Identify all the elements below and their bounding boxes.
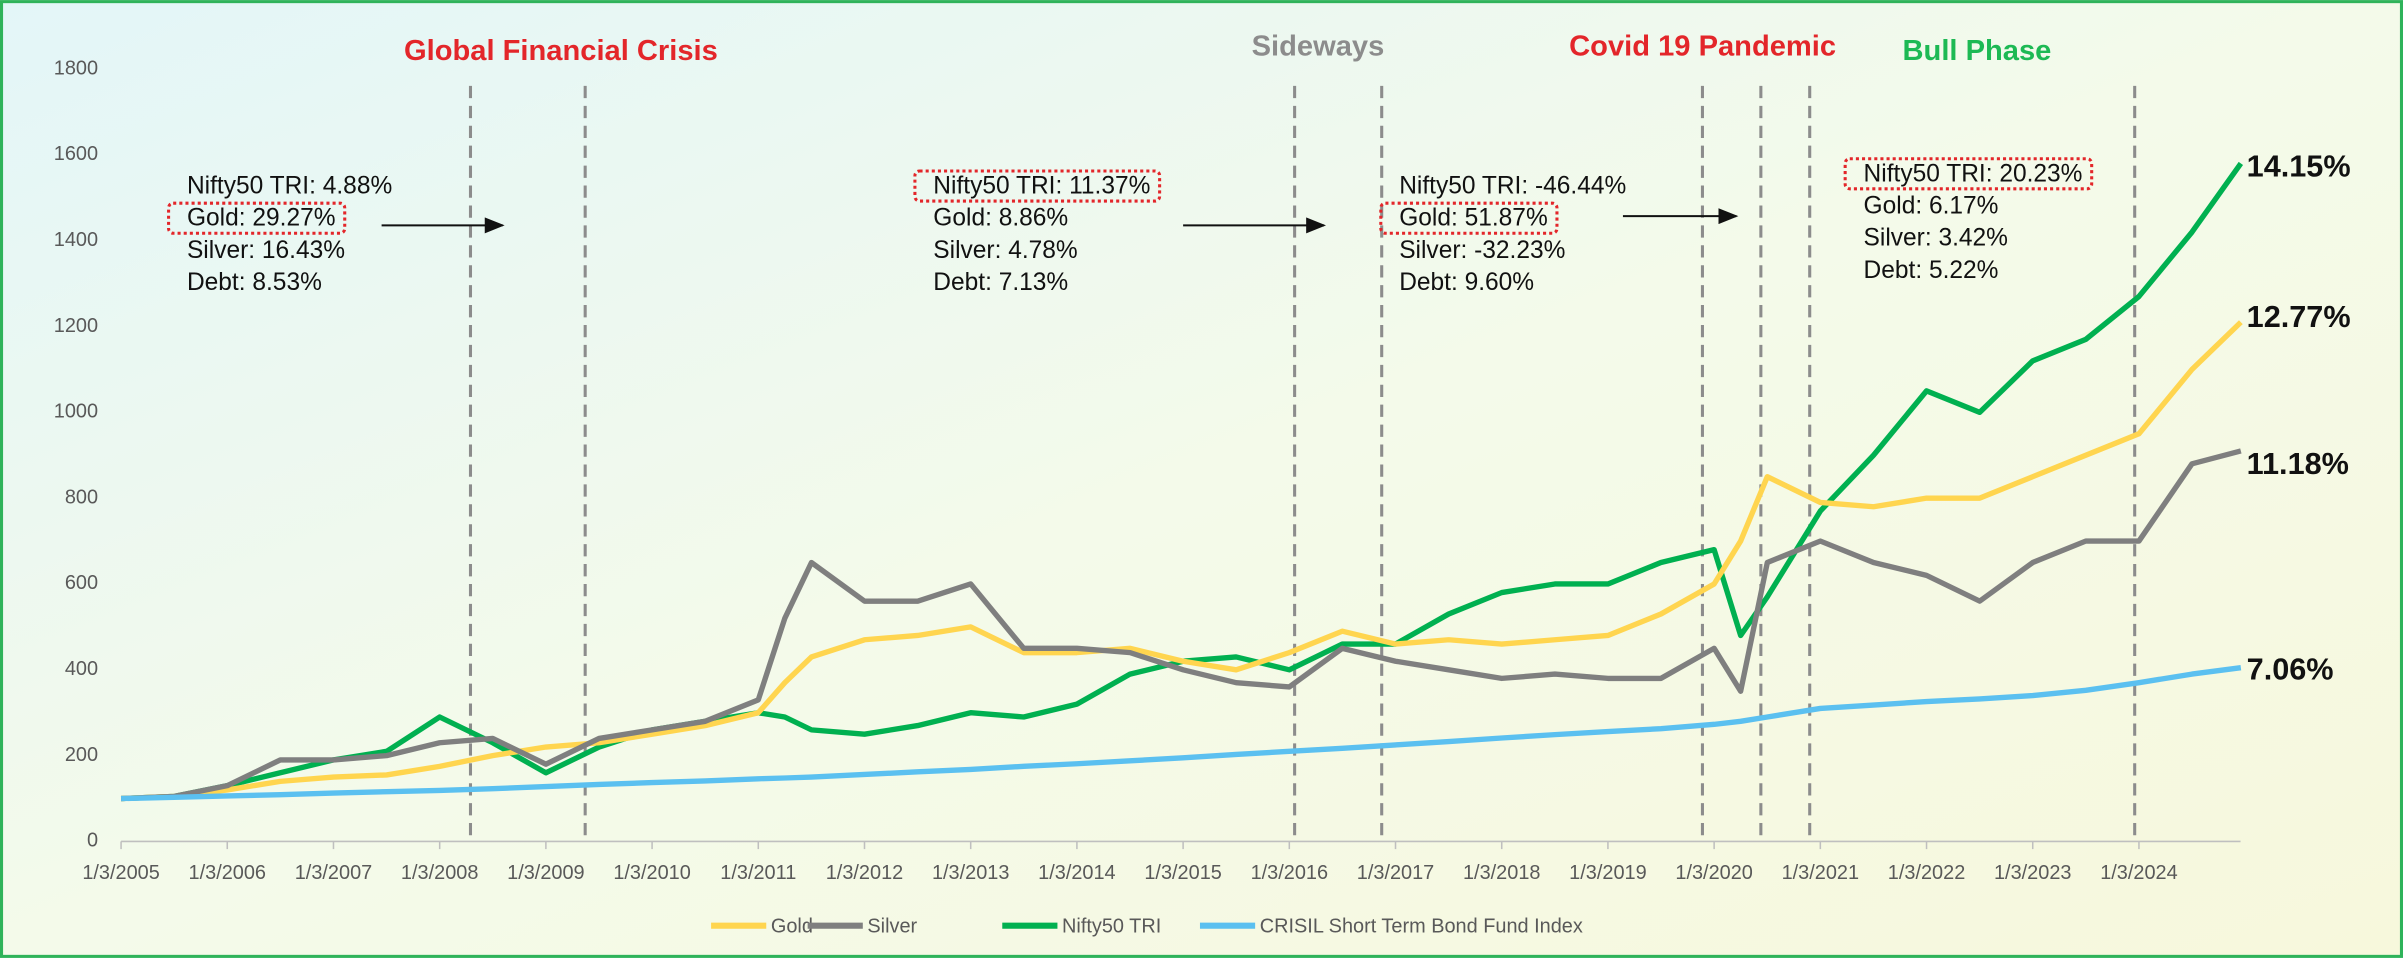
y-tick-label: 1600 — [54, 143, 98, 165]
series-line — [120, 448, 2242, 802]
x-tick-label: 1/3/2007 — [295, 862, 373, 884]
x-tick-label: 1/3/2008 — [401, 862, 479, 884]
phase-title: Covid 19 Pandemic — [1569, 30, 1836, 62]
highlight-box — [1843, 157, 2094, 191]
note-line: Gold: 51.87% — [1399, 205, 1548, 232]
end-label: 7.06% — [2247, 652, 2334, 686]
note-line: Gold: 8.86% — [933, 205, 1068, 232]
x-tick-label: 1/3/2011 — [720, 862, 796, 884]
note-line: Debt: 5.22% — [1864, 257, 1999, 284]
note-line: Silver: 3.42% — [1864, 225, 2008, 252]
y-tick-label: 200 — [65, 744, 98, 766]
note-line: Debt: 7.13% — [933, 269, 1068, 296]
note-line: Nifty50 TRI: 20.23% — [1864, 160, 2083, 187]
x-tick-label: 1/3/2012 — [826, 862, 904, 884]
x-tick-label: 1/3/2023 — [1994, 862, 2072, 884]
x-tick-label: 1/3/2013 — [932, 862, 1010, 884]
x-tick-label: 1/3/2006 — [189, 862, 267, 884]
x-tick-label: 1/3/2018 — [1463, 862, 1541, 884]
y-tick-label: 1000 — [54, 401, 98, 423]
series-line — [120, 320, 2243, 802]
phase-title: Sideways — [1252, 30, 1385, 62]
y-tick-label: 400 — [65, 658, 98, 680]
y-tick-label: 1200 — [54, 315, 98, 337]
y-tick-label: 1800 — [54, 57, 98, 79]
x-tick-label: 1/3/2020 — [1675, 862, 1752, 884]
x-tick-label: 1/3/2021 — [1782, 862, 1860, 884]
y-tick-label: 1400 — [54, 229, 98, 251]
legend-label: CRISIL Short Term Bond Fund Index — [1260, 916, 1583, 938]
x-tick-label: 1/3/2019 — [1569, 862, 1646, 884]
highlight-box — [1379, 201, 1559, 235]
x-tick-label: 1/3/2016 — [1251, 862, 1329, 884]
x-tick-label: 1/3/2015 — [1144, 862, 1222, 884]
y-tick-label: 0 — [87, 830, 98, 852]
note-line: Nifty50 TRI: -46.44% — [1399, 173, 1626, 200]
note-line: Nifty50 TRI: 11.37% — [933, 173, 1150, 200]
phase-title: Bull Phase — [1903, 35, 2052, 67]
x-tick-label: 1/3/2022 — [1888, 862, 1965, 884]
note-line: Silver: -32.23% — [1399, 237, 1565, 264]
x-tick-label: 1/3/2010 — [613, 862, 691, 884]
note-line: Nifty50 TRI: 4.88% — [187, 173, 392, 200]
x-tick-label: 1/3/2024 — [2100, 862, 2178, 884]
x-tick-label: 1/3/2014 — [1038, 862, 1116, 884]
note-line: Gold: 29.27% — [187, 205, 336, 232]
highlight-box — [913, 169, 1162, 203]
legend-label: Nifty50 TRI — [1062, 916, 1161, 938]
x-tick-label: 1/3/2009 — [507, 862, 585, 884]
note-line: Gold: 6.17% — [1864, 192, 1999, 219]
end-label: 12.77% — [2247, 300, 2351, 334]
end-label: 14.15% — [2247, 150, 2351, 184]
note-line: Debt: 8.53% — [187, 269, 322, 296]
legend-label: Gold — [771, 916, 813, 938]
note-line: Debt: 9.60% — [1399, 269, 1534, 296]
x-tick-label: 1/3/2005 — [82, 862, 160, 884]
x-tick-label: 1/3/2017 — [1357, 862, 1435, 884]
phase-title: Global Financial Crisis — [404, 35, 718, 67]
note-line: Silver: 4.78% — [933, 237, 1077, 264]
note-line: Silver: 16.43% — [187, 237, 345, 264]
end-label: 11.18% — [2247, 447, 2349, 481]
y-tick-label: 600 — [65, 572, 98, 594]
legend-label: Silver — [867, 916, 917, 938]
series-line — [121, 664, 2242, 802]
y-tick-label: 800 — [65, 486, 98, 508]
highlight-box — [167, 201, 347, 235]
